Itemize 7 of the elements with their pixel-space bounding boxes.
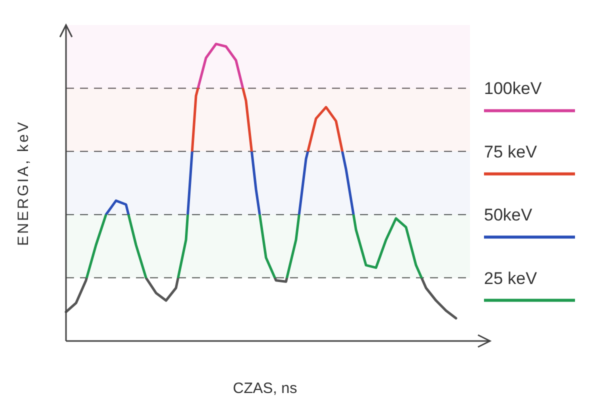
y-axis-title: ENERGIA, keV [15,120,32,246]
y-tick-label: 75 keV [484,142,538,162]
y-tick-label: 50keV [484,206,533,225]
y-tick-label: 25 keV [484,268,538,288]
x-axis-title: CZAS, ns [232,380,298,397]
line-series [64,42,458,320]
y-tick-label: 100keV [484,79,542,98]
